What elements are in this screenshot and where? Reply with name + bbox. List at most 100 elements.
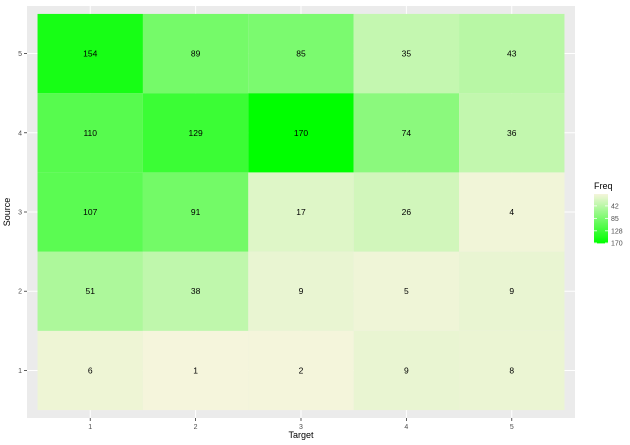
heatmap-cell (353, 13, 460, 94)
legend-color-step (594, 240, 608, 243)
cell-value-label: 4 (509, 207, 514, 217)
cell-value-label: 9 (404, 365, 409, 375)
heatmap-cell (248, 13, 354, 94)
x-tick-label: 3 (299, 424, 303, 431)
heatmap-cell (353, 172, 460, 252)
y-tick-label: 4 (18, 130, 22, 137)
legend-color-step (594, 216, 608, 218)
cell-value-label: 170 (294, 128, 308, 138)
heatmap-cell (37, 251, 143, 331)
y-axis: 1 2 3 4 5 (18, 51, 27, 375)
y-tick-label: 2 (18, 289, 22, 296)
heatmap-cell (353, 330, 460, 411)
y-tick-label: 1 (18, 368, 22, 375)
heatmap-cell (459, 172, 565, 252)
legend-color-step (594, 241, 608, 244)
heatmap-cell (37, 330, 143, 411)
cell-value-label: 9 (299, 286, 304, 296)
legend-color-step (594, 218, 608, 221)
cell-value-label: 110 (83, 128, 97, 138)
legend-color-step (594, 230, 608, 233)
legend-color-step (594, 220, 608, 223)
legend-color-step (594, 225, 608, 228)
legend-color-step (594, 205, 608, 207)
legend-color-step (594, 233, 608, 235)
heatmap-cell (142, 251, 249, 331)
x-axis-title: Target (288, 430, 314, 440)
legend-color-step (594, 223, 608, 226)
x-tick-label: 4 (404, 424, 408, 431)
cell-value-label: 35 (402, 49, 412, 59)
legend-color-step (594, 206, 608, 208)
heatmap-cell (459, 330, 565, 411)
cell-value-label: 1 (193, 365, 198, 375)
cell-value-label: 107 (83, 207, 97, 217)
legend: Freq 42 85 128 170 (594, 181, 623, 248)
y-axis-title: Source (2, 198, 12, 227)
cell-value-label: 129 (189, 128, 203, 138)
legend-color-step (594, 201, 608, 203)
legend-color-step (594, 222, 608, 224)
legend-color-step (594, 224, 608, 227)
legend-label: 85 (611, 216, 619, 223)
legend-color-step (594, 214, 608, 217)
legend-color-step (594, 203, 608, 206)
heatmap-cell (248, 251, 354, 331)
cell-value-label: 89 (191, 49, 201, 59)
legend-color-step (594, 227, 608, 229)
heatmap-cell (353, 251, 460, 331)
cell-value-label: 9 (509, 286, 514, 296)
legend-color-step (594, 239, 608, 241)
legend-color-step (594, 238, 608, 240)
x-tick-label: 2 (194, 424, 198, 431)
legend-label: 42 (611, 203, 619, 210)
legend-label: 128 (611, 228, 623, 235)
cell-value-label: 2 (299, 365, 304, 375)
heatmap-cell (459, 251, 565, 331)
legend-color-step (594, 202, 608, 205)
heatmap-cell (37, 13, 143, 94)
legend-color-step (594, 197, 608, 200)
legend-color-step (594, 231, 608, 234)
cell-value-label: 51 (85, 286, 95, 296)
cell-value-label: 154 (83, 49, 97, 59)
y-tick-label: 5 (18, 51, 22, 58)
x-tick-label: 1 (88, 424, 92, 431)
legend-color-step (594, 198, 608, 201)
legend-color-step (594, 236, 608, 239)
cell-value-label: 36 (507, 128, 517, 138)
legend-color-step (594, 195, 608, 197)
legend-title: Freq (594, 181, 613, 191)
cell-value-label: 8 (509, 365, 514, 375)
heatmap-cell (142, 172, 249, 252)
y-tick-label: 3 (18, 210, 22, 217)
cell-value-label: 17 (296, 207, 306, 217)
legend-color-step (594, 229, 608, 232)
legend-color-step (594, 234, 608, 237)
heatmap-cell (459, 93, 565, 173)
legend-color-step (594, 212, 608, 214)
legend-color-step (594, 194, 608, 196)
legend-color-step (594, 200, 608, 202)
legend-color-step (594, 207, 608, 210)
heatmap-cell (248, 93, 354, 173)
heatmap-cells (37, 13, 565, 411)
legend-color-step (594, 235, 608, 238)
legend-color-step (594, 208, 608, 211)
heatmap-cell (248, 330, 354, 411)
legend-color-step (594, 228, 608, 230)
heatmap-cell (142, 13, 249, 94)
legend-color-step (594, 219, 608, 222)
heatmap-cell (248, 172, 354, 252)
x-tick-label: 5 (510, 424, 514, 431)
legend-color-step (594, 211, 608, 213)
cell-value-label: 38 (191, 286, 201, 296)
heatmap-cell (142, 330, 249, 411)
legend-color-step (594, 196, 608, 199)
heatmap-cell (353, 93, 460, 173)
cell-value-label: 43 (507, 49, 517, 59)
heatmap-cell (37, 93, 143, 173)
cell-value-label: 85 (296, 49, 306, 59)
cell-value-label: 5 (404, 286, 409, 296)
